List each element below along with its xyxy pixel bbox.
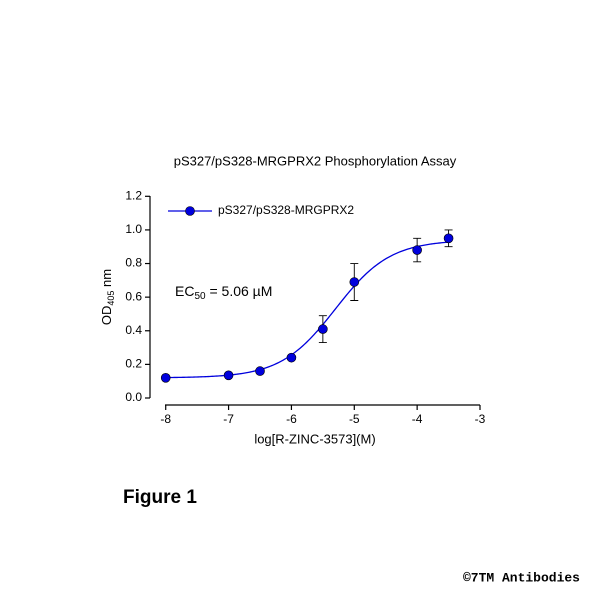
legend-marker xyxy=(185,206,195,216)
x-tick-label: -7 xyxy=(223,412,234,426)
y-axis-label: OD405 nm xyxy=(99,269,116,325)
data-point xyxy=(349,277,360,287)
x-tick-label: -6 xyxy=(286,412,297,426)
y-tick-label: 0.6 xyxy=(125,289,142,303)
data-point xyxy=(318,324,328,334)
x-tick-label: -3 xyxy=(475,412,486,426)
figure-label: Figure 1 xyxy=(123,487,197,508)
data-point xyxy=(160,373,171,383)
y-tick-label: 0.2 xyxy=(125,357,142,371)
ec50-main: EC xyxy=(175,283,194,299)
data-point xyxy=(286,352,297,363)
x-tick-label: -8 xyxy=(160,412,171,426)
legend-label: pS327/pS328-MRGPRX2 xyxy=(218,203,354,217)
y-tick-label: 0.8 xyxy=(125,256,142,270)
ec50-sub: 50 xyxy=(194,291,206,302)
y-tick-label: 1.0 xyxy=(125,222,142,236)
y-label-unit: nm xyxy=(99,269,114,291)
ec50-rest: = 5.06 µM xyxy=(206,283,273,299)
x-tick-label: -5 xyxy=(349,412,360,426)
data-point xyxy=(412,245,422,255)
ec50-annotation: EC50 = 5.06 µM xyxy=(175,283,272,302)
y-tick-label: 1.2 xyxy=(125,188,142,202)
data-point xyxy=(255,366,265,376)
y-label-main: OD xyxy=(99,306,114,326)
chart-title: pS327/pS328-MRGPRX2 Phosphorylation Assa… xyxy=(174,153,457,168)
y-tick-label: 0.0 xyxy=(125,390,142,404)
fit-curve xyxy=(165,241,449,379)
x-tick-label: -4 xyxy=(412,412,423,426)
x-axis-label: log[R-ZINC-3573](M) xyxy=(254,431,375,446)
y-tick-label: 0.4 xyxy=(125,323,142,337)
y-label-sub: 405 xyxy=(106,291,116,306)
data-point xyxy=(223,370,234,381)
data-point xyxy=(443,233,454,244)
copyright: ©7TM Antibodies xyxy=(463,570,580,585)
